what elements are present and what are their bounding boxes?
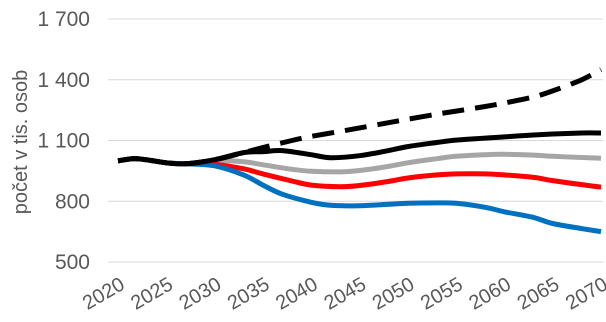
x-tick-label: 2025 — [127, 273, 177, 314]
series-line-dashed-black — [117, 67, 603, 167]
x-tick-label: 2065 — [514, 273, 564, 314]
x-tick-label: 2045 — [320, 273, 370, 314]
x-tick-label: 2020 — [79, 273, 129, 314]
x-tick-label: 2070 — [562, 273, 606, 314]
y-axis-label: počet v tis. osob — [10, 70, 32, 215]
series-lines — [117, 67, 603, 235]
y-tick-label: 800 — [55, 190, 90, 213]
y-tick-label: 1 700 — [37, 8, 90, 31]
gridlines — [108, 18, 603, 263]
x-tick-label: 2055 — [417, 273, 467, 314]
x-tick-label: 2040 — [272, 273, 322, 314]
x-axis-ticks: 2020202520302035204020452050205520602065… — [79, 273, 606, 314]
y-tick-label: 500 — [55, 251, 90, 274]
x-tick-label: 2060 — [465, 273, 515, 314]
x-tick-label: 2050 — [369, 273, 419, 314]
x-tick-label: 2030 — [176, 273, 226, 314]
y-axis-ticks: 500 800 1 100 1 400 1 700 — [37, 8, 90, 274]
x-tick-label: 2035 — [224, 273, 274, 314]
y-tick-label: 1 100 — [37, 130, 90, 153]
y-tick-label: 1 400 — [37, 69, 90, 92]
series-line-black — [117, 130, 602, 167]
